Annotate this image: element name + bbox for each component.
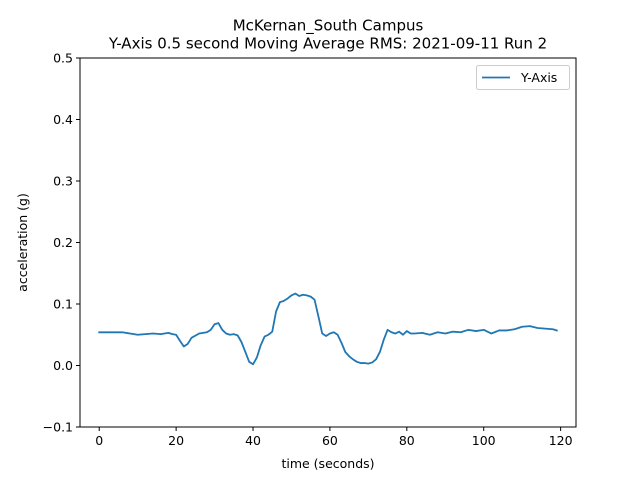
plot-frame [79,57,577,428]
x-tick-label: 60 [322,433,338,448]
chart-title: McKernan_South Campus [233,17,424,36]
chart-subtitle: Y-Axis 0.5 second Moving Average RMS: 20… [108,35,547,53]
legend-box [476,65,570,90]
y-tick-label: 0.3 [53,174,73,189]
y-axis-label: acceleration (g) [15,193,30,292]
y-tick-label: 0.5 [53,51,73,66]
y-tick-label: 0.1 [53,297,73,312]
y-tick-label: 0.2 [53,235,73,250]
x-tick-label: 120 [549,433,573,448]
y-tick-label: −0.1 [43,420,73,435]
x-tick-label: 80 [399,433,415,448]
x-tick-label: 20 [168,433,184,448]
legend: Y-Axis [476,65,570,90]
series-line-y-axis [98,292,558,366]
y-tick-label: 0.0 [53,358,73,373]
x-tick-label: 40 [245,433,261,448]
x-axis-label: time (seconds) [281,456,374,471]
plot-layer: 0 20 40 60 80 100 120 −0.1 0.0 0.1 0.2 0.3 0.4 0.5 [43,51,573,449]
x-tick-label: 0 [95,433,103,448]
x-tick-label: 100 [472,433,496,448]
legend-entry-label: Y-Axis [520,70,557,85]
y-tick-label: 0.4 [53,112,73,127]
